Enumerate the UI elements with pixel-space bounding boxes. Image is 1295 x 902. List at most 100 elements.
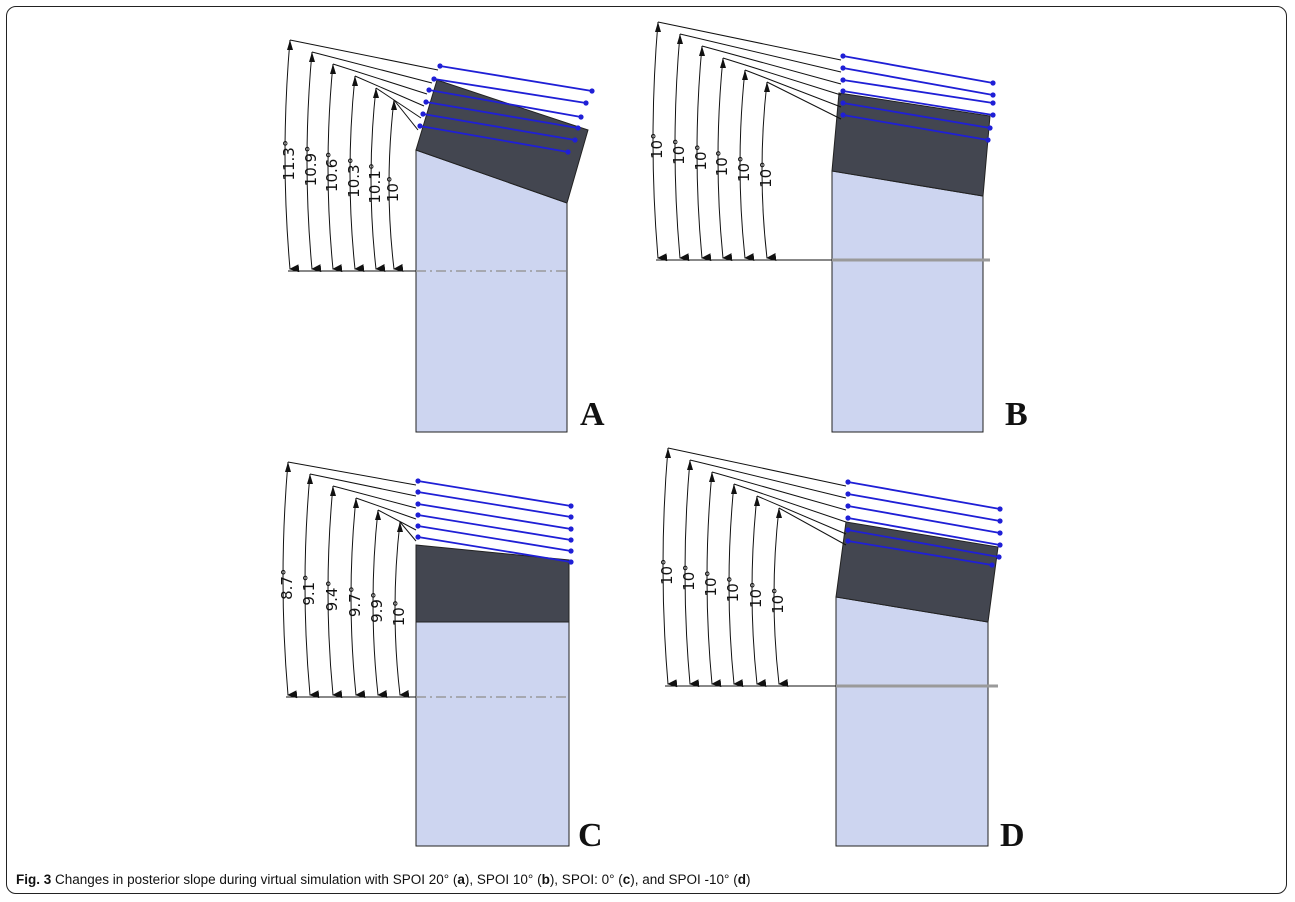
slope-line bbox=[425, 101, 579, 129]
dimension-arrow bbox=[709, 472, 715, 482]
dimension-arrow bbox=[373, 88, 379, 98]
slope-point bbox=[568, 526, 574, 532]
slope-point bbox=[568, 548, 574, 554]
slope-line bbox=[842, 102, 991, 129]
extension-line bbox=[289, 39, 439, 71]
dimension-arc bbox=[739, 69, 755, 262]
angle-label: 9.1° bbox=[300, 574, 318, 605]
extension-line bbox=[399, 521, 417, 542]
dimension-arc bbox=[728, 483, 744, 688]
angle-label: 10.3° bbox=[345, 157, 363, 198]
dimension-arc bbox=[662, 447, 678, 688]
slope-point bbox=[845, 515, 851, 521]
caption-text-3: ), SPOI: 0° ( bbox=[549, 872, 623, 887]
dimension-arrow bbox=[665, 448, 671, 458]
angle-label: 10° bbox=[757, 161, 775, 188]
slope-point bbox=[990, 100, 996, 106]
slope-line bbox=[842, 67, 994, 96]
slope-line bbox=[847, 517, 1001, 546]
slope-point bbox=[415, 523, 421, 529]
slope-line bbox=[847, 540, 993, 566]
slope-point bbox=[840, 65, 846, 71]
slope-point bbox=[997, 506, 1003, 512]
slope-point bbox=[565, 149, 571, 155]
panel-letter: D bbox=[1000, 817, 1025, 854]
extension-line bbox=[311, 51, 433, 84]
extension-line bbox=[287, 461, 417, 486]
dimension-arrow bbox=[754, 496, 760, 506]
slope-line bbox=[847, 505, 1001, 534]
slope-point bbox=[431, 76, 437, 82]
slope-point bbox=[997, 530, 1003, 536]
dimension-arrow bbox=[731, 484, 737, 494]
slope-point bbox=[415, 489, 421, 495]
dimension-arc bbox=[761, 81, 777, 261]
tibia-block bbox=[415, 621, 570, 847]
caption-b: b bbox=[541, 872, 550, 887]
panel-letter: C bbox=[578, 817, 603, 854]
slope-point bbox=[583, 100, 589, 106]
dimension-arc bbox=[773, 507, 789, 687]
slope-point bbox=[572, 137, 578, 143]
dimension-arrow bbox=[285, 462, 291, 472]
extension-line bbox=[722, 57, 842, 96]
dimension-arrow bbox=[776, 508, 782, 518]
slope-line bbox=[422, 113, 576, 141]
tibia-block bbox=[835, 596, 989, 847]
dimension-arrow bbox=[375, 510, 381, 520]
slope-point bbox=[840, 88, 846, 94]
angle-label: 10° bbox=[680, 564, 698, 591]
extension-line bbox=[744, 69, 842, 108]
slope-point bbox=[568, 537, 574, 543]
slope-point bbox=[426, 87, 432, 93]
caption-text-1: Changes in posterior slope during virtua… bbox=[51, 872, 458, 887]
extension-line bbox=[355, 497, 417, 520]
figure-frame bbox=[6, 6, 1287, 894]
angle-label: 9.4° bbox=[323, 580, 341, 611]
dimension-arrow bbox=[352, 76, 358, 86]
slope-point bbox=[589, 88, 595, 94]
extension-line bbox=[689, 459, 847, 499]
caption-text-5: ) bbox=[745, 872, 751, 887]
slope-point bbox=[997, 518, 1003, 524]
dimension-arrow bbox=[397, 522, 403, 532]
spacer-wedge bbox=[835, 521, 999, 623]
slope-point bbox=[845, 491, 851, 497]
angle-label: 10° bbox=[384, 176, 402, 203]
spacer-wedge bbox=[415, 544, 570, 623]
dimension-arrow bbox=[391, 100, 397, 110]
slope-line bbox=[417, 536, 572, 563]
panel-letter: B bbox=[1005, 396, 1028, 433]
slope-point bbox=[423, 99, 429, 105]
slope-point bbox=[415, 534, 421, 540]
extension-line bbox=[332, 485, 417, 509]
slope-point bbox=[985, 137, 991, 143]
tibia-block bbox=[831, 170, 984, 433]
angle-label: 10.6° bbox=[323, 151, 341, 192]
angle-label: 10° bbox=[735, 156, 753, 183]
extension-line bbox=[354, 75, 425, 107]
caption-label: Fig. 3 bbox=[16, 872, 52, 887]
angle-label: 10° bbox=[702, 570, 720, 597]
dimension-arrow bbox=[330, 486, 336, 496]
extension-line bbox=[309, 473, 417, 497]
extension-line bbox=[778, 507, 847, 546]
dimension-arc bbox=[684, 459, 700, 688]
slope-point bbox=[845, 503, 851, 509]
dimension-arrow bbox=[307, 474, 313, 484]
angle-label: 10° bbox=[390, 600, 408, 627]
slope-line bbox=[439, 65, 593, 92]
dimension-arrow bbox=[677, 34, 683, 44]
dimension-arc bbox=[652, 21, 668, 262]
dimension-arc bbox=[717, 57, 733, 262]
slope-point bbox=[840, 100, 846, 106]
slope-point bbox=[997, 542, 1003, 548]
extension-line bbox=[667, 447, 847, 487]
slope-line bbox=[417, 491, 572, 518]
slope-point bbox=[420, 111, 426, 117]
dimension-arc bbox=[372, 509, 388, 698]
dimension-arrow bbox=[764, 82, 770, 92]
slope-point bbox=[845, 479, 851, 485]
slope-point bbox=[568, 503, 574, 509]
slope-point bbox=[568, 514, 574, 520]
